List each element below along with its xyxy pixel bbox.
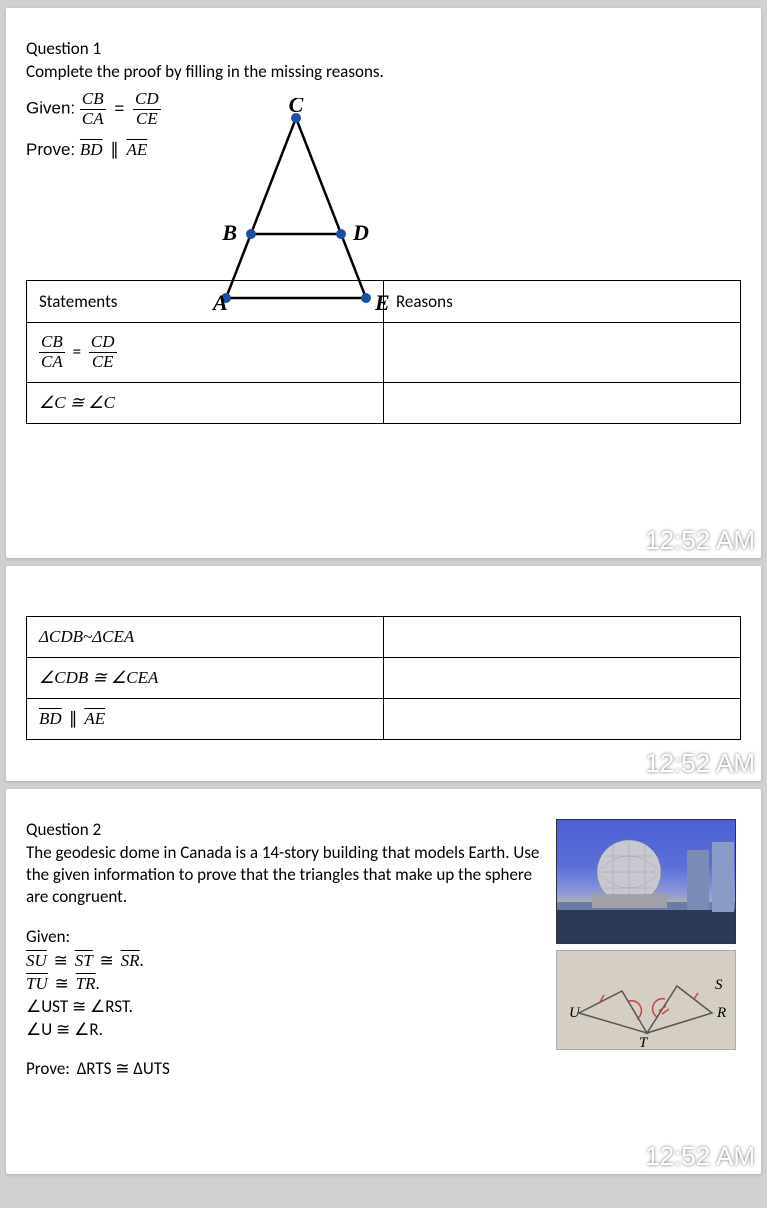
given-label: Given: [26,99,75,118]
q1-title: Question 1 [26,38,741,59]
stmt-3: ΔCDB~ΔCEA [27,617,384,658]
dome-photo [556,819,736,944]
svg-text:R: R [716,1005,726,1021]
timestamp-1: 12:52 AM [645,525,755,556]
q2-given-4: ∠U ≅ ∠R. [26,1019,546,1042]
parallel-symbol: ∥ [110,140,119,159]
q2-given-2: TU ≅ TR. [26,973,546,996]
q2-given-label: Given: [26,926,546,949]
stmt-4: ∠CDB ≅ ∠CEA [27,658,384,699]
reason-1[interactable] [384,323,741,382]
reason-5[interactable] [384,699,741,740]
svg-text:C: C [289,98,304,117]
page-2: ΔCDB~ΔCEA ∠CDB ≅ ∠CEA BD ∥ AE 12:52 AM [6,566,761,781]
timestamp-2: 12:52 AM [645,748,755,779]
proof-table-2: ΔCDB~ΔCEA ∠CDB ≅ ∠CEA BD ∥ AE [26,616,741,740]
svg-text:U: U [569,1005,581,1021]
page-1: Question 1 Complete the proof by filling… [6,8,761,558]
q1-prompt: Complete the proof by filling in the mis… [26,61,741,82]
svg-text:A: A [211,290,228,315]
frac-cd-ce: CD CE [133,90,161,128]
svg-text:B: B [221,220,237,245]
reason-2[interactable] [384,382,741,423]
prove-ae: AE [127,140,148,159]
congruent-triangles-figure: U S T R [556,950,736,1050]
q2-given-3: ∠UST ≅ ∠RST. [26,996,546,1019]
q2-given-1: SU ≅ ST ≅ SR. [26,950,546,973]
timestamp-3: 12:52 AM [645,1141,755,1172]
q2-title: Question 2 [26,819,546,840]
stmt-2: ∠C ≅ ∠C [27,382,384,423]
frac-cb-ca: CB CA [80,90,106,128]
stmt-1: CB CA = CD CE [27,323,384,382]
prove-label: Prove: [26,140,75,159]
q2-given-block: Given: SU ≅ ST ≅ SR. TU ≅ TR. ∠UST ≅ ∠RS… [26,926,546,1081]
svg-text:S: S [715,977,723,993]
col-reasons: Reasons [384,281,741,323]
page-3: Question 2 The geodesic dome in Canada i… [6,789,761,1174]
svg-text:E: E [374,290,390,315]
svg-text:T: T [639,1035,649,1051]
svg-text:D: D [352,220,369,245]
stmt-5: BD ∥ AE [27,699,384,740]
reason-3[interactable] [384,617,741,658]
prove-bd: BD [80,140,103,159]
equals: = [114,99,124,118]
q2-prompt: The geodesic dome in Canada is a 14-stor… [26,842,546,908]
reason-4[interactable] [384,658,741,699]
triangle-figure: C B D A E [201,98,391,318]
q2-prove: Prove: ΔRTS ≅ ΔUTS [26,1058,546,1081]
